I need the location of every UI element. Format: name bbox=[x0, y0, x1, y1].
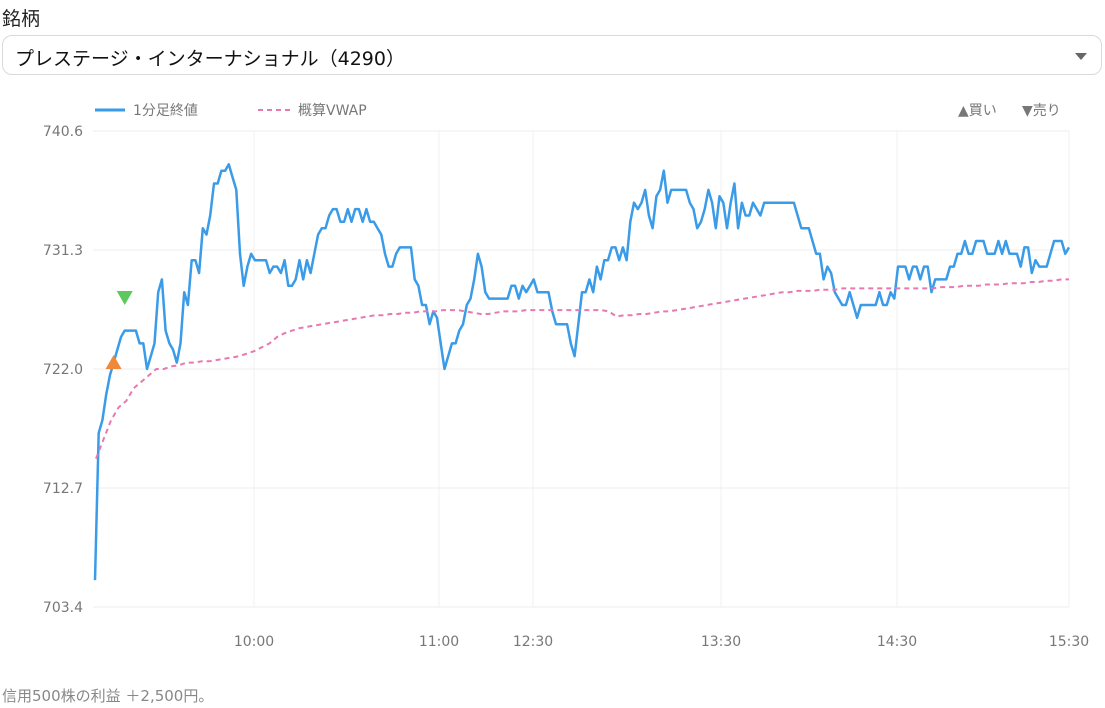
y-tick-label: 731.3 bbox=[43, 243, 83, 259]
x-tick-label: 15:30 bbox=[1049, 634, 1089, 650]
series-line-close bbox=[93, 163, 1071, 581]
y-tick-label: 712.7 bbox=[43, 481, 83, 497]
x-tick-label: 13:30 bbox=[701, 634, 741, 650]
chart-markers bbox=[105, 291, 133, 369]
x-tick-label: 14:30 bbox=[877, 634, 917, 650]
symbol-label: 銘柄 bbox=[2, 8, 41, 30]
sell-marker bbox=[116, 291, 133, 306]
chart-axes: 740.6 731.3 722.0 712.7 703.4 10:00 11:00 12:30… bbox=[43, 124, 1089, 650]
legend-sell-label: ▼売り bbox=[1022, 103, 1061, 119]
chart-series bbox=[93, 163, 1071, 581]
y-tick-label: 740.6 bbox=[43, 124, 83, 140]
legend-close-label: 1分足終値 bbox=[133, 103, 198, 119]
x-tick-label: 10:00 bbox=[234, 634, 274, 650]
series-line-vwap bbox=[95, 278, 1069, 459]
legend-vwap-label: 概算VWAP bbox=[298, 103, 367, 119]
buy-marker bbox=[105, 355, 122, 369]
price-chart: 740.6 731.3 722.0 712.7 703.4 10:00 11:00 12:30… bbox=[43, 103, 1089, 650]
chart-legend: 1分足終値 概算VWAP ▲買い ▼売り bbox=[95, 103, 1061, 119]
symbol-select[interactable]: プレステージ・インターナショナル（4290） bbox=[2, 35, 1102, 75]
x-tick-label: 11:00 bbox=[419, 634, 459, 650]
y-tick-label: 703.4 bbox=[43, 600, 83, 616]
y-tick-label: 722.0 bbox=[43, 362, 83, 378]
symbol-select-value: プレステージ・インターナショナル（4290） bbox=[15, 48, 405, 70]
profit-summary: 信用500株の利益 ＋2,500円。 bbox=[2, 687, 214, 705]
chevron-down-icon[interactable] bbox=[1075, 53, 1087, 60]
chart-grid bbox=[93, 130, 1070, 608]
legend-buy-label: ▲買い bbox=[958, 103, 997, 119]
x-tick-label: 12:30 bbox=[513, 634, 553, 650]
